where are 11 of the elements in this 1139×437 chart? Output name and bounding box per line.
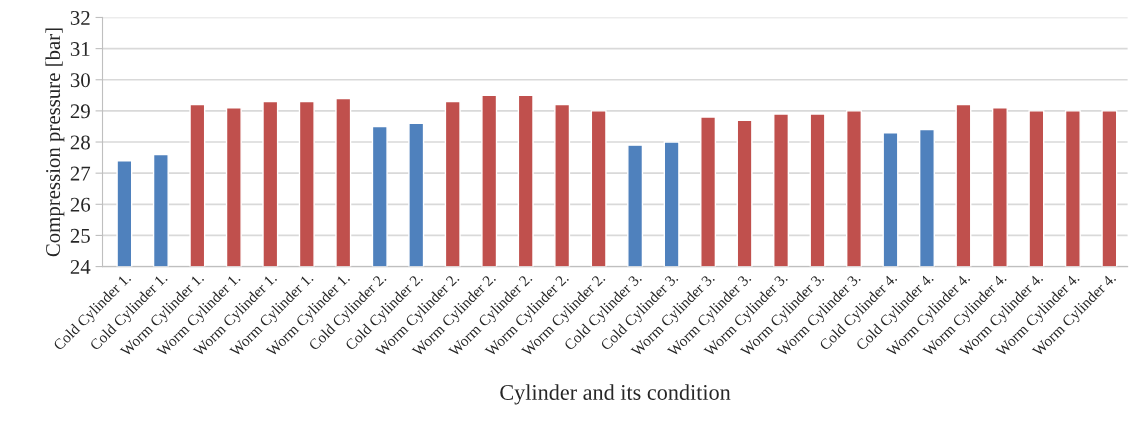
y-tick-label: 30	[70, 73, 90, 88]
y-tick-label: 24	[70, 260, 91, 274]
x-axis-title: Cylinder and its condition	[500, 384, 731, 405]
y-tick-label: 32	[70, 10, 90, 25]
y-axis-title: Compression pressure [bar]	[45, 28, 65, 257]
y-tick-label: 29	[70, 104, 90, 119]
y-tick-label: 28	[70, 135, 90, 150]
y-tick-label: 25	[70, 228, 90, 243]
y-tick-label: 31	[70, 42, 90, 57]
y-tick-label: 26	[70, 197, 91, 212]
y-tick-label: 27	[70, 166, 91, 181]
